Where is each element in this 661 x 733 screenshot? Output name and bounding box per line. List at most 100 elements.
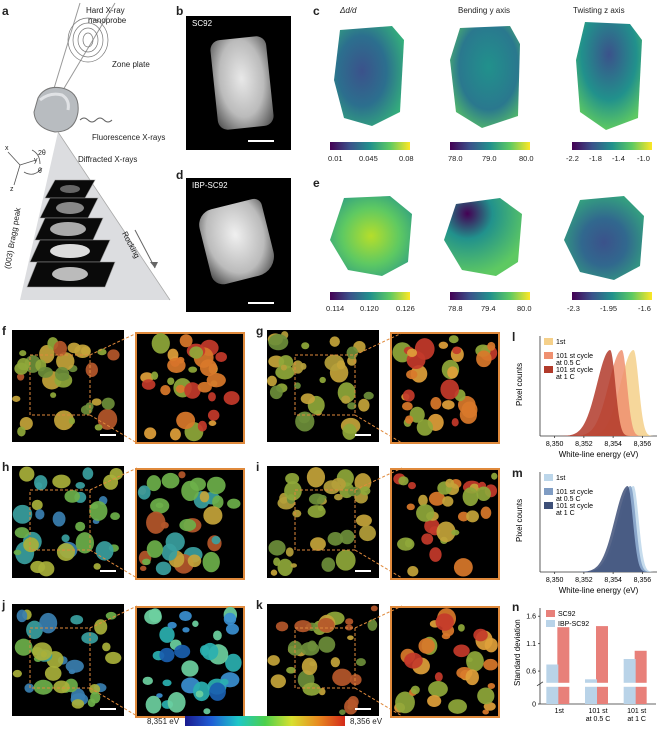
legend-swatch-0 (546, 610, 555, 617)
map-c-bending (450, 26, 520, 128)
particle-zoom-i (390, 468, 500, 580)
x-tick-label: 1st (555, 708, 564, 715)
x-tick-label: 8,350 (546, 441, 564, 448)
y-tick-label: 0 (532, 702, 536, 709)
legend-swatch-1 (546, 620, 555, 627)
chart-m: 8,350 8,352 8,354 8,356 White-line energy (e… (515, 472, 657, 595)
legend-swatch-0 (544, 338, 553, 345)
panel-label-n: n (512, 600, 520, 614)
y-axis-label: Pixel counts (515, 363, 524, 406)
x-tick-label: 8,356 (634, 441, 652, 448)
energy-min-label: 8,351 eV (147, 717, 180, 726)
y-axis-label: Standard deviation (513, 619, 522, 686)
colorbar-c-dd (330, 142, 410, 150)
tick-e-dd-0: 0.114 (326, 304, 345, 313)
x-tick-label: 8,354 (604, 441, 622, 448)
x-tick-label: 101 st (627, 708, 646, 715)
series-area-1 (540, 350, 657, 436)
particle-zoom-g (390, 332, 500, 444)
tick-e-bend-0: 78.8 (448, 304, 463, 313)
x-tick-label: 8,356 (634, 577, 652, 584)
bragg-frames (26, 179, 116, 288)
tick-c-twist-1: -1.8 (589, 154, 602, 163)
energy-colorbar (185, 716, 345, 726)
panel-label-b: b (176, 4, 184, 18)
ibp-sc92-image: IBP-SC92 (186, 178, 291, 312)
colorbar-e-dd (330, 292, 410, 300)
particle-zoom-j (135, 606, 245, 718)
legend-label-2: 101 st cycle (556, 367, 593, 374)
tick-e-twist-0: -2.3 (567, 304, 580, 313)
map-e-bending (444, 198, 522, 276)
tick-e-twist-1: -1.95 (600, 304, 618, 313)
x-tick-label-line2: at 1 C (627, 716, 646, 723)
x-axis-label: White-line energy (eV) (559, 450, 639, 459)
axes-icon (7, 149, 43, 186)
colorbar-e-twisting (572, 292, 652, 300)
tick-c-bend-2: 80.0 (519, 154, 534, 163)
hard-xray-label: Hard X-ray (86, 6, 125, 15)
tick-c-twist-0: -2.2 (566, 154, 579, 163)
bar-IBP-SC92-2 (623, 659, 636, 704)
panel-label-g: g (256, 324, 264, 338)
panel-label-f: f (2, 324, 6, 338)
tick-c-dd-1: 0.045 (359, 154, 378, 163)
panel-label-d: d (176, 168, 184, 182)
x-tick-label: 101 st (588, 708, 607, 715)
legend-swatch-1 (544, 352, 553, 359)
colorbar-e-bending (450, 292, 530, 300)
x-tick-label: 8,350 (546, 577, 564, 584)
particle-map-k (267, 604, 379, 716)
map-title-dd: Δd/d (340, 6, 357, 15)
chart-l: 8,350 8,352 8,354 8,356 White-line energy (e… (515, 336, 657, 459)
particle-zoom-k (390, 606, 500, 718)
panel-label-c: c (313, 4, 320, 18)
panel-label-e: e (313, 176, 320, 190)
sc92-image: SC92 (186, 16, 291, 150)
x-tick-label-line2: at 0.5 C (586, 716, 611, 723)
sample-label-ibp: IBP-SC92 (192, 181, 228, 190)
bar-SC92-2 (634, 650, 647, 704)
fluorescence-label: Fluorescence X-rays (92, 133, 166, 142)
scale-bar (248, 140, 274, 142)
zone-plate-icon (67, 17, 109, 63)
panel-label-i: i (256, 460, 260, 474)
energy-max-label: 8,356 eV (350, 717, 383, 726)
legend-label-1-line2: at 0.5 C (556, 496, 581, 503)
legend-swatch-0 (544, 474, 553, 481)
tick-c-dd-0: 0.01 (328, 154, 343, 163)
particle-map-f (12, 330, 124, 442)
diffracted-label: Diffracted X-rays (78, 155, 138, 164)
particle-map-g (267, 330, 379, 442)
panel-label-j: j (2, 598, 6, 612)
y-tick-label: 1.1 (526, 641, 536, 648)
legend-swatch-1 (544, 488, 553, 495)
two-theta-label: 2θ (38, 150, 46, 157)
map-c-twisting (576, 22, 642, 130)
strain-maps (330, 22, 652, 300)
colorbar-c-twisting (572, 142, 652, 150)
legend-label-1: IBP-SC92 (558, 621, 589, 628)
series-area-2 (540, 486, 657, 572)
y-axis-label: Pixel counts (515, 499, 524, 542)
axis-break-mark (536, 681, 544, 687)
bar-SC92-1 (596, 626, 608, 704)
axis-x-label: x (5, 145, 9, 152)
panel-label-l: l (512, 330, 516, 344)
particle-map-j (12, 604, 124, 716)
tick-e-bend-1: 79.4 (481, 304, 496, 313)
particle-zoom-h (135, 468, 245, 580)
tick-c-twist-2: -1.4 (612, 154, 625, 163)
legend-label-1: 101 st cycle (556, 489, 593, 496)
tick-e-dd-1: 0.120 (360, 304, 379, 313)
tick-c-twist-3: -1.0 (637, 154, 650, 163)
y-tick-label: 0.6 (526, 669, 536, 676)
legend-label-0: 1st (556, 475, 565, 482)
panel-label-m: m (512, 466, 523, 480)
diffraction-schematic (7, 2, 171, 301)
particle-zoom-f (135, 332, 245, 444)
tick-c-bend-1: 79.0 (482, 154, 497, 163)
panel-label-h: h (2, 460, 10, 474)
tick-e-twist-2: -1.6 (638, 304, 651, 313)
nanoprobe-label: nanoprobe (88, 16, 127, 25)
